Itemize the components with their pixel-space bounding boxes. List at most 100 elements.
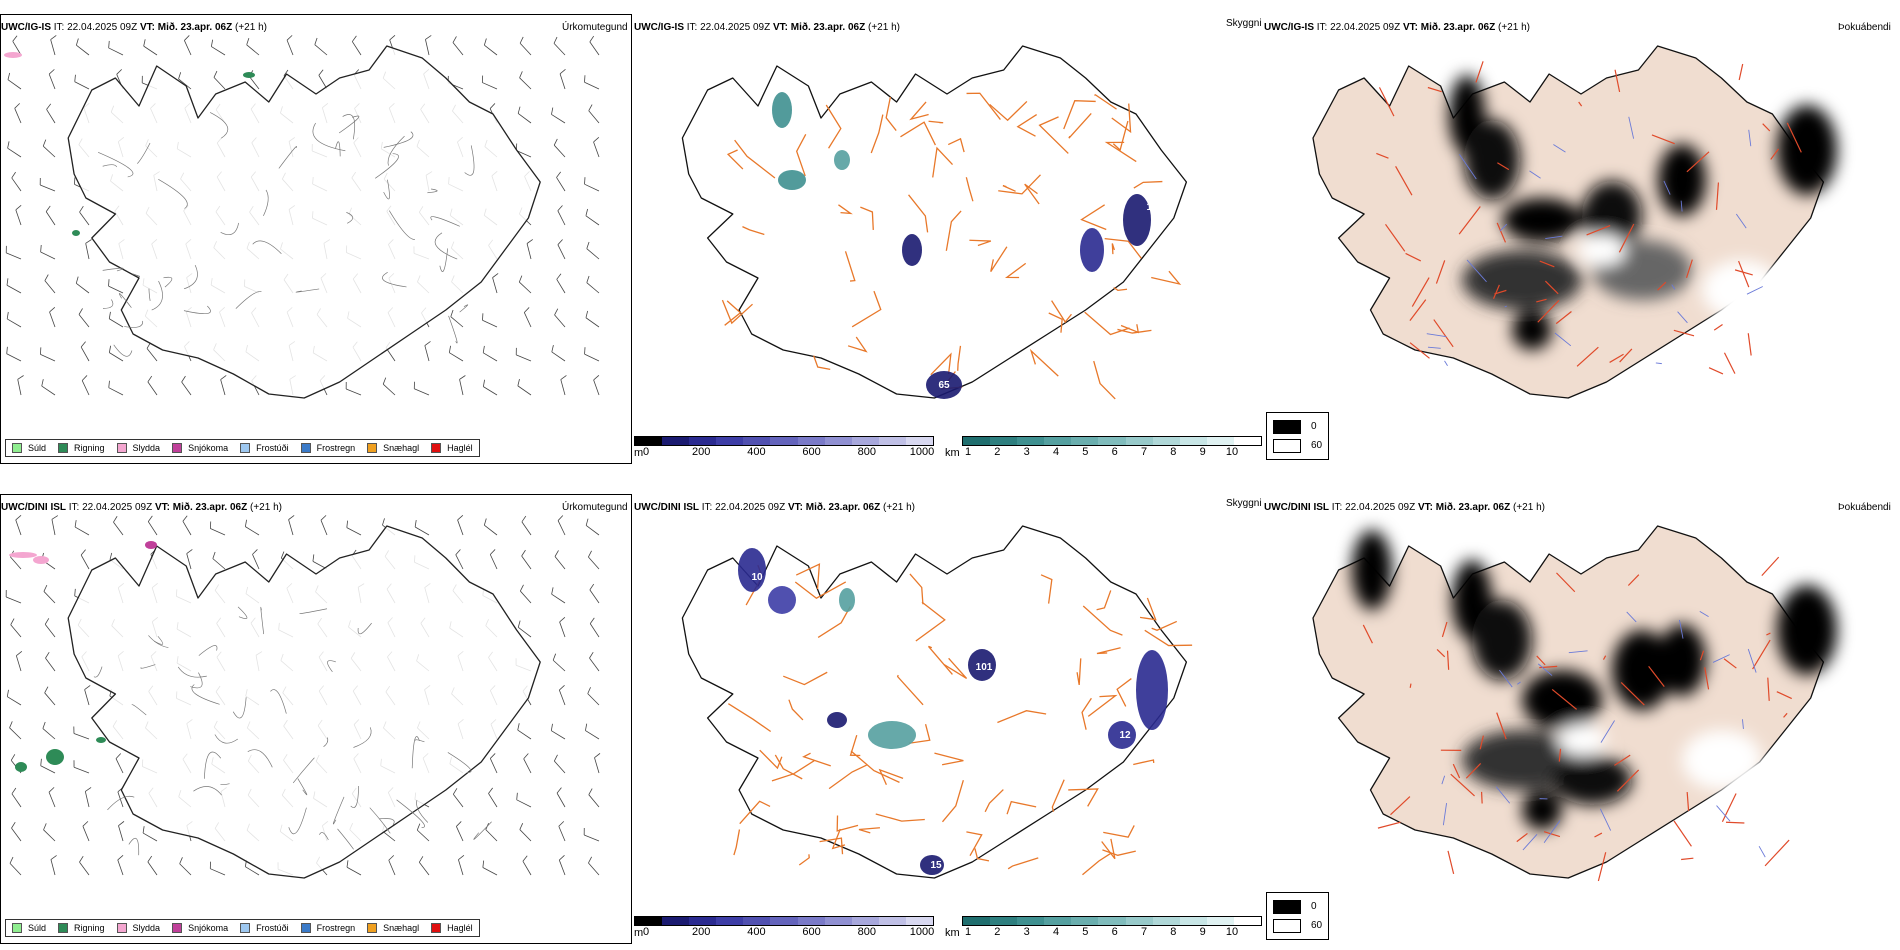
road-line: [1101, 838, 1116, 860]
wind-barb: [46, 103, 56, 124]
road-line: [1543, 831, 1561, 838]
legend-label: Slydda: [132, 443, 161, 453]
legend-item: Slydda: [116, 443, 161, 453]
fog-panel-bottom: [1262, 510, 1900, 940]
wind-barb: [489, 753, 498, 774]
wind-barb: [552, 653, 566, 672]
river-line: [1677, 311, 1688, 324]
wind-barb: [517, 106, 532, 124]
wind-barb: [589, 617, 600, 638]
river-line: [220, 783, 230, 786]
fog-legend-label: 60: [1311, 440, 1323, 451]
wind-barb: [108, 279, 124, 294]
road-line: [795, 134, 807, 177]
wind-barb: [583, 828, 600, 842]
cloud-base-cells: [634, 436, 934, 446]
colorbar-tick: 6: [1111, 446, 1118, 458]
precip-area: [46, 749, 64, 765]
road-line: [739, 800, 771, 825]
wind-barb: [459, 375, 466, 396]
wind-barb: [44, 274, 56, 294]
colorbar-cell: [824, 437, 852, 445]
road-line: [1117, 328, 1152, 334]
road-line: [1063, 100, 1096, 130]
wind-barb: [482, 860, 498, 876]
river-line: [270, 689, 287, 714]
colorbar-cell: [905, 917, 934, 925]
colorbar-cell: [662, 437, 690, 445]
legend-item: Snæhagl: [367, 443, 419, 453]
road-line: [1738, 260, 1750, 288]
river-line: [434, 232, 458, 260]
legend-swatch: [172, 923, 183, 933]
road-line: [1102, 849, 1136, 856]
river-line: [107, 795, 135, 811]
wind-barb: [142, 826, 158, 842]
road-line: [934, 752, 964, 766]
cloud-base-unit: m: [634, 447, 644, 459]
river-line: [191, 684, 220, 705]
road-line: [1544, 280, 1559, 295]
wind-barb: [594, 753, 601, 774]
river-line: [235, 291, 262, 309]
river-line: [1748, 129, 1752, 147]
road-line: [819, 837, 844, 855]
road-line: [828, 764, 867, 790]
wind-barb: [48, 787, 56, 808]
colorbar-tick: 5: [1082, 926, 1089, 938]
road-line: [851, 290, 882, 328]
panel-type-label: Skyggni: [1226, 18, 1262, 29]
road-line: [1725, 821, 1745, 824]
colorbar-tick: 200: [692, 446, 711, 458]
fog-legend-label: 0: [1311, 421, 1317, 432]
road-line: [1029, 348, 1059, 377]
wind-barb: [488, 787, 498, 808]
precip-map: [5, 515, 601, 879]
road-line: [1465, 763, 1482, 779]
legend-label: Snjókoma: [188, 443, 229, 453]
river-line: [369, 807, 391, 834]
wind-barb: [48, 69, 56, 90]
road-line: [858, 827, 880, 834]
wind-barb: [6, 346, 22, 362]
road-line: [798, 854, 810, 866]
road-line: [1002, 184, 1016, 192]
road-line: [1747, 333, 1752, 356]
colorbar-cell: [1071, 917, 1099, 925]
river-line: [198, 645, 218, 656]
river-line: [151, 280, 163, 311]
road-line: [1766, 632, 1771, 636]
wind-barb: [586, 241, 600, 260]
road-line: [966, 831, 983, 856]
road-line: [1586, 225, 1611, 236]
wind-barb: [588, 856, 600, 876]
wind-barb: [212, 551, 226, 570]
wind-barb: [489, 549, 498, 570]
legend-item: Snæhagl: [367, 923, 419, 933]
river-line: [278, 146, 297, 169]
colorbar-cell: [689, 917, 717, 925]
panel-type-label: Skyggni: [1226, 498, 1262, 509]
road-line: [1104, 141, 1137, 163]
road-line: [1377, 821, 1401, 829]
road-line: [878, 768, 904, 786]
wind-barb: [558, 821, 566, 842]
colorbar-tick: 400: [747, 446, 766, 458]
precip-map: [4, 35, 600, 399]
road-line: [1103, 825, 1135, 838]
colorbar-cell: [716, 917, 744, 925]
river-line: [214, 734, 239, 744]
legend-swatch: [116, 443, 127, 453]
road-line: [932, 146, 954, 178]
road-line: [1648, 665, 1665, 687]
road-line: [1704, 667, 1710, 690]
road-line: [1762, 123, 1771, 132]
road-line: [831, 828, 846, 850]
wind-barb: [388, 855, 396, 876]
wind-barb: [11, 171, 22, 192]
road-line: [726, 149, 744, 170]
wind-barb: [425, 35, 432, 56]
colorbar-tick: 7: [1140, 926, 1148, 938]
legend-swatch: [300, 923, 311, 933]
precip-area: [4, 52, 22, 58]
